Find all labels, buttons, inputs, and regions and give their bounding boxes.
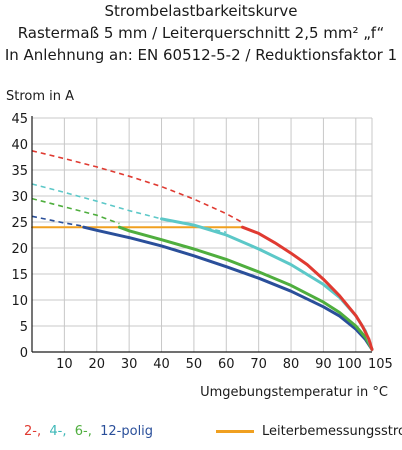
series-line-dashed [31, 215, 84, 227]
x-tick-label: 90 [315, 357, 332, 372]
chart-subtitle-spacing: Rastermaß 5 mm / Leiterquerschnitt 2,5 m… [17, 24, 385, 42]
y-tick-label: 15 [11, 268, 28, 283]
axes [31, 116, 372, 353]
chart-subtitle-standard: In Anlehnung an: EN 60512-5-2 / Reduktio… [4, 46, 398, 64]
y-tick-label: 45 [11, 112, 28, 127]
series-line [241, 225, 374, 351]
legend-series: 2-, 4-, 6-, 12-polig [24, 424, 153, 439]
x-tick-label: 60 [218, 357, 235, 372]
chart-title: Strombelastbarkeitskurve [104, 2, 298, 20]
x-tick-label: 20 [88, 357, 105, 372]
x-tick-label: 50 [186, 357, 203, 372]
y-tick-label: 0 [20, 346, 28, 361]
y-tick-label: 10 [11, 294, 28, 309]
x-tick-label: 40 [153, 357, 170, 372]
x-tick-label: 105 [368, 357, 393, 372]
tick-labels: 0 5 10 15 20 25 30 35 40 45 10 20 30 40 50 60 70 80 90 100 1… [11, 112, 392, 372]
grid [32, 117, 373, 352]
series-line-dashed [31, 183, 227, 234]
y-tick-label: 40 [11, 138, 28, 153]
legend-rated-current: Leiterbemessungsstrom [216, 424, 402, 439]
y-tick-label: 25 [11, 216, 28, 231]
legend-rated-label: Leiterbemessungsstrom [262, 424, 402, 439]
x-tick-label: 30 [121, 357, 138, 372]
x-tick-label: 100 [337, 357, 362, 372]
y-tick-label: 30 [11, 190, 28, 205]
x-tick-label: 10 [56, 357, 73, 372]
legend-rated-swatch [216, 430, 254, 433]
x-tick-label: 70 [250, 357, 267, 372]
series-line-dashed [31, 150, 243, 224]
series-line [82, 225, 374, 351]
y-tick-label: 20 [11, 242, 28, 257]
x-tick-label: 80 [283, 357, 300, 372]
series-line [117, 225, 374, 351]
y-axis-label: Strom in A [6, 89, 74, 104]
series-lines [31, 150, 374, 351]
y-tick-label: 5 [20, 320, 28, 335]
legend-item-6: 6-, [74, 424, 92, 439]
legend-item-12: 12-polig [100, 424, 154, 439]
chart-header: Strombelastbarkeitskurve Rastermaß 5 mm … [0, 0, 402, 66]
y-tick-label: 35 [11, 164, 28, 179]
legend-item-2: 2-, [24, 424, 42, 439]
x-axis-label: Umgebungstemperatur in °C [200, 385, 388, 400]
legend-item-4: 4-, [49, 424, 67, 439]
series-line-dashed [31, 197, 120, 225]
